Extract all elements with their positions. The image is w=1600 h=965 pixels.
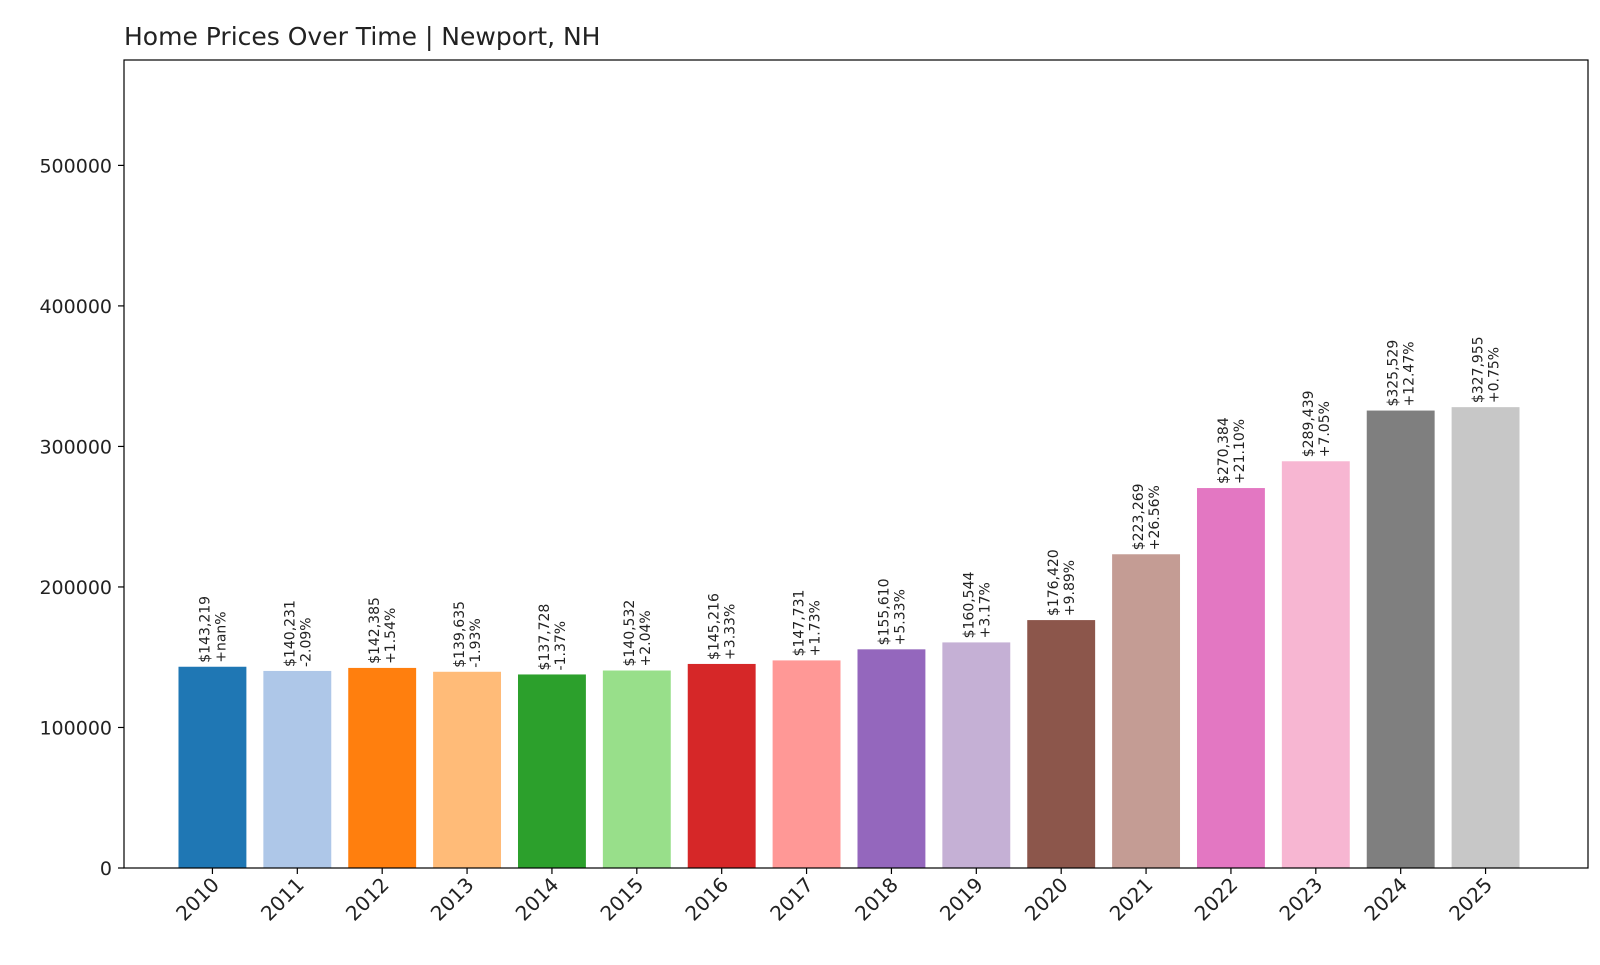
bar-value-label: $139,635 [452, 601, 468, 668]
bar-2012 [348, 667, 417, 868]
x-tick-label: 2020 [1020, 873, 1073, 926]
x-tick-label: 2013 [426, 873, 479, 926]
bar-label-2014: $137,728 -1.37% [537, 604, 569, 671]
y-tick-label: 0 [100, 858, 112, 880]
bar-label-2020: $176,420 +9.89% [1046, 549, 1078, 616]
bar-2010 [178, 666, 247, 868]
bar-2014 [517, 674, 586, 868]
bar-labels-layer: $143,219 +nan% $140,231 -2.09% $142,385 +1.54… [197, 336, 1502, 670]
bar-label-2012: $142,385 +1.54% [367, 597, 399, 664]
bar-label-2011: $140,231 -2.09% [282, 600, 314, 667]
bar-label-2025: $327,955 +0.75% [1471, 336, 1503, 403]
bar-2016 [687, 663, 756, 868]
y-tick-label: 500000 [39, 155, 112, 177]
x-tick-label: 2011 [256, 873, 309, 926]
bar-change-label: -1.37% [553, 621, 569, 671]
bar-label-2018: $155,610 +5.33% [876, 579, 908, 646]
y-tick-label: 300000 [39, 436, 112, 458]
x-tick-label: 2017 [765, 873, 818, 926]
bar-label-2016: $145,216 +3.33% [707, 593, 739, 660]
x-tick-label: 2015 [595, 873, 648, 926]
bar-change-label: +9.89% [1062, 560, 1078, 616]
bar-label-2024: $325,529 +12.47% [1386, 340, 1418, 407]
bar-change-label: +3.17% [977, 582, 993, 638]
x-tick-label: 2021 [1105, 873, 1158, 926]
bar-change-label: +26.56% [1147, 485, 1163, 550]
bar-2023 [1281, 461, 1350, 868]
bar-label-2013: $139,635 -1.93% [452, 601, 484, 668]
bar-value-label: $327,955 [1471, 336, 1487, 403]
bar-value-label: $140,532 [622, 600, 638, 667]
bar-value-label: $140,231 [282, 600, 298, 667]
bar-value-label: $325,529 [1386, 340, 1402, 407]
bar-change-label: -2.09% [298, 617, 314, 667]
x-tick-label: 2025 [1444, 873, 1497, 926]
bar-label-2022: $270,384 +21.10% [1216, 417, 1248, 484]
bar-label-2019: $160,544 +3.17% [961, 572, 993, 639]
bar-2017 [772, 660, 841, 868]
bar-2011 [263, 670, 332, 868]
bar-2024 [1366, 410, 1435, 868]
bar-value-label: $270,384 [1216, 417, 1232, 484]
x-tick-label: 2010 [171, 873, 224, 926]
bar-value-label: $155,610 [876, 579, 892, 646]
x-tick-label: 2019 [935, 873, 988, 926]
bar-change-label: +3.33% [723, 604, 739, 660]
bar-2025 [1451, 407, 1520, 868]
x-axis: 2010 2011 2012 2013 2014 2015 2016 2017 2018 2019… [171, 868, 1497, 926]
bar-label-2021: $223,269 +26.56% [1131, 483, 1163, 550]
bar-value-label: $143,219 [197, 596, 213, 663]
y-tick-label: 400000 [39, 296, 112, 318]
bar-2015 [602, 670, 671, 868]
bar-change-label: +nan% [213, 611, 229, 662]
bar-2021 [1112, 554, 1181, 868]
bar-change-label: +21.10% [1232, 419, 1248, 484]
bar-value-label: $160,544 [961, 572, 977, 639]
bar-label-2023: $289,439 +7.05% [1301, 390, 1333, 457]
bar-change-label: +1.73% [808, 600, 824, 656]
bar-2013 [433, 671, 502, 868]
bar-value-label: $223,269 [1131, 483, 1147, 550]
x-tick-label: 2012 [341, 873, 394, 926]
bar-value-label: $289,439 [1301, 390, 1317, 457]
bar-value-label: $145,216 [707, 593, 723, 660]
bar-label-2017: $147,731 +1.73% [792, 590, 824, 657]
y-axis: 0 100000 200000 300000 400000 500000 [39, 155, 124, 880]
bar-change-label: +12.47% [1402, 341, 1418, 406]
bar-2019 [942, 642, 1011, 868]
x-tick-label: 2023 [1274, 873, 1327, 926]
bar-change-label: +2.04% [638, 610, 654, 666]
x-tick-label: 2014 [511, 873, 564, 926]
x-tick-label: 2024 [1359, 873, 1412, 926]
bar-label-2015: $140,532 +2.04% [622, 600, 654, 667]
bar-value-label: $142,385 [367, 597, 383, 664]
plot-frame [123, 59, 1589, 869]
bar-change-label: +5.33% [892, 589, 908, 645]
bar-2018 [857, 649, 926, 868]
x-tick-label: 2018 [850, 873, 903, 926]
bars-layer [178, 407, 1520, 868]
bar-change-label: -1.93% [468, 618, 484, 668]
bar-value-label: $147,731 [792, 590, 808, 657]
x-tick-label: 2016 [680, 873, 733, 926]
y-tick-label: 200000 [39, 577, 112, 599]
bar-label-2010: $143,219 +nan% [197, 596, 229, 663]
bar-2022 [1196, 488, 1265, 868]
bar-value-label: $137,728 [537, 604, 553, 671]
x-tick-label: 2022 [1190, 873, 1243, 926]
bar-change-label: +1.54% [383, 608, 399, 664]
bar-change-label: +7.05% [1317, 401, 1333, 457]
chart-title: Home Prices Over Time | Newport, NH [124, 22, 600, 51]
bar-change-label: +0.75% [1487, 347, 1503, 403]
y-tick-label: 100000 [39, 717, 112, 739]
bar-value-label: $176,420 [1046, 549, 1062, 616]
bar-2020 [1027, 620, 1096, 868]
